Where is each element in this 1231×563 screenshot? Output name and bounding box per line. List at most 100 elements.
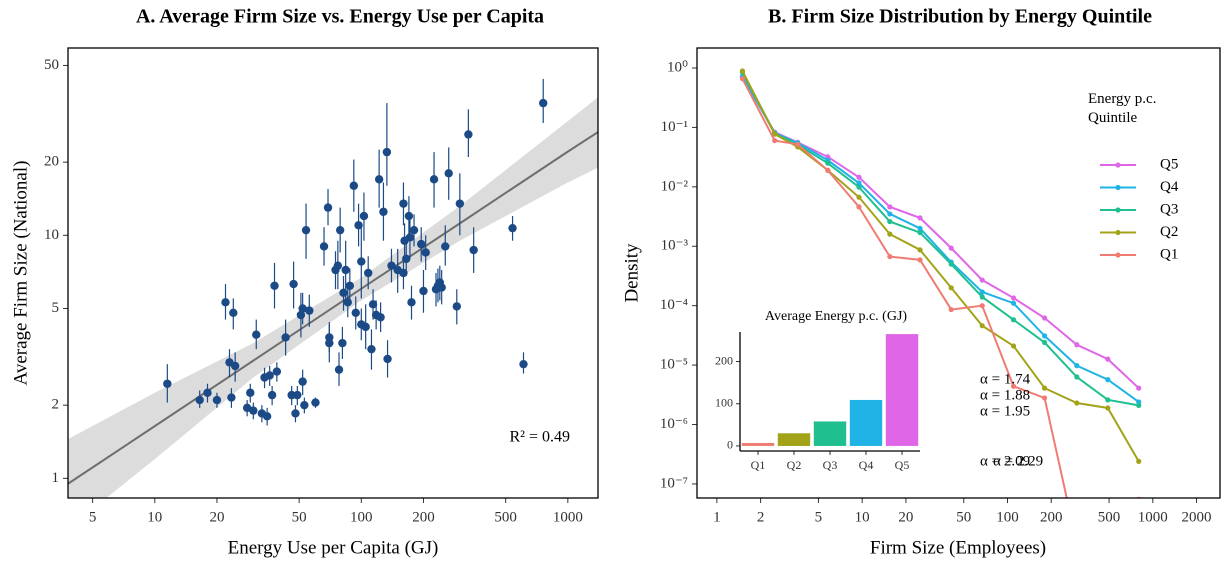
data-point (539, 98, 548, 108)
plot-area (739, 68, 1142, 563)
series-marker (825, 160, 831, 166)
series-marker (948, 306, 954, 313)
data-point (333, 261, 343, 270)
data-point (364, 268, 373, 278)
data-point (354, 221, 363, 230)
series-marker (1105, 405, 1111, 411)
data-point (519, 359, 528, 369)
data-point (338, 338, 347, 348)
data-point (311, 398, 320, 407)
bar (849, 399, 883, 446)
y-tick-label: 10⁰ (667, 59, 688, 75)
y-tick-label: 10⁻⁶ (660, 416, 688, 432)
data-point (334, 365, 344, 374)
series-marker (979, 323, 985, 329)
data-point (252, 330, 261, 339)
data-point (265, 371, 274, 380)
data-point (407, 298, 416, 307)
data-point (246, 388, 255, 397)
series-marker (1041, 315, 1048, 321)
x-axis-label: Energy Use per Capita (GJ) (228, 537, 439, 558)
x-tick-label: 500 (1098, 509, 1121, 525)
data-point (357, 257, 366, 266)
series-marker (948, 245, 954, 251)
legend-swatch (1115, 162, 1121, 168)
data-point (379, 207, 388, 216)
series-marker (1041, 339, 1048, 346)
x-tick-label: 200 (412, 509, 435, 525)
x-tick-label: 5 (815, 509, 823, 525)
data-point (343, 298, 352, 307)
series-marker (887, 211, 893, 217)
bar (777, 433, 811, 446)
series-line (741, 70, 1140, 462)
y-tick-label: 2 (52, 397, 60, 413)
legend-swatch (1115, 207, 1121, 213)
data-point (464, 130, 473, 139)
data-point (203, 388, 212, 397)
data-point (249, 406, 258, 415)
x-tick-label: 20 (898, 509, 913, 525)
data-point (339, 288, 348, 298)
series-marker (917, 215, 923, 221)
data-point (409, 225, 419, 235)
legend-label: Q4 (1160, 179, 1179, 195)
series-marker (887, 231, 893, 237)
data-point (300, 400, 309, 410)
series-marker (979, 303, 985, 309)
annotation: α = 1.74 (980, 371, 1031, 387)
plot-frame (67, 47, 599, 499)
series-marker (917, 225, 923, 231)
data-point (359, 211, 369, 221)
x-tick-label: Q4 (859, 458, 874, 472)
series-marker (948, 285, 954, 291)
series-marker (1010, 317, 1017, 323)
annotation: α = 2.29 (993, 453, 1043, 469)
series-marker (1010, 300, 1017, 306)
series-marker (1074, 363, 1080, 369)
data-point (383, 354, 392, 364)
data-point (402, 254, 411, 264)
data-point (387, 261, 396, 270)
x-tick-label: 1000 (1138, 509, 1168, 525)
data-point (404, 211, 414, 221)
series-marker (887, 253, 893, 260)
bar (741, 442, 775, 446)
legend-swatch (1115, 229, 1121, 236)
chart-title: B. Firm Size Distribution by Energy Quin… (768, 6, 1152, 28)
data-point (272, 367, 282, 376)
legend-swatch (1115, 184, 1121, 191)
data-point (221, 298, 230, 307)
series-marker (887, 218, 893, 225)
x-tick-label: 1000 (553, 509, 583, 525)
series-marker (979, 289, 985, 295)
x-tick-label: 100 (996, 509, 1019, 525)
legend-label: Q1 (1160, 246, 1178, 262)
data-point (163, 379, 172, 388)
data-point (335, 225, 345, 235)
series-marker (739, 76, 746, 82)
series-marker (1105, 397, 1111, 403)
bar (813, 421, 847, 446)
x-tick-label: Q5 (895, 458, 910, 472)
data-point (417, 239, 426, 249)
x-tick-label: Q2 (787, 458, 802, 472)
series-marker (1105, 559, 1110, 563)
data-point (455, 199, 465, 208)
x-tick-label: 10 (855, 509, 870, 525)
data-point (405, 233, 415, 242)
series-marker (1136, 385, 1142, 391)
data-point (289, 279, 298, 289)
data-point (341, 265, 350, 275)
series-marker (825, 167, 831, 174)
data-point (351, 308, 360, 317)
y-tick-label: 100 (715, 395, 733, 409)
series-marker (1041, 395, 1048, 401)
series-marker (1136, 402, 1142, 408)
annotation: α = 1.95 (980, 403, 1030, 419)
annotation: α = 2.09 (980, 453, 1030, 469)
series-marker (856, 184, 862, 190)
y-tick-label: 10 (44, 227, 59, 243)
y-tick-label: 10⁻⁷ (660, 475, 688, 491)
